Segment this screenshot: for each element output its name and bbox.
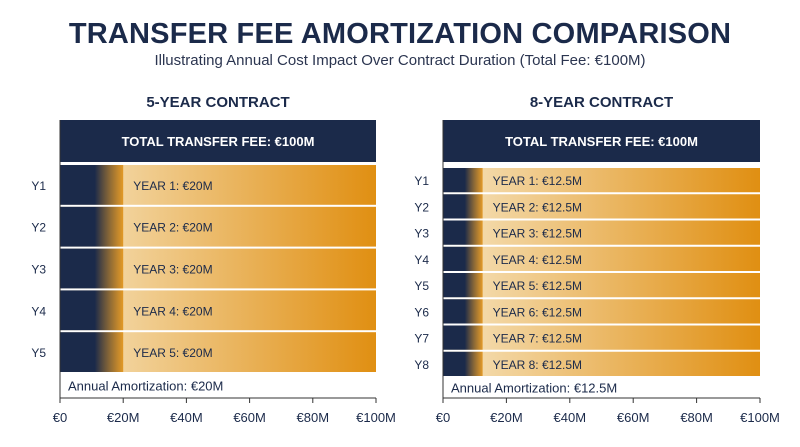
y-tick-label: Y7 [414,332,429,346]
x-tick-label: €80M [297,410,330,425]
y-tick-label: Y2 [414,200,429,214]
year-amortization-bar [443,273,483,298]
year-background-bar [443,194,760,219]
bar-data-label: YEAR 8: €12.5M [493,358,582,372]
year-background-bar [443,299,760,324]
year-background-bar [443,168,760,193]
x-tick-label: €0 [53,410,67,425]
chart-title: 8-YEAR CONTRACT [530,94,673,111]
bar-data-label: YEAR 5: €12.5M [493,279,582,293]
x-tick-label: €0 [436,410,450,425]
bar-data-label: YEAR 3: €12.5M [493,227,582,241]
bar-data-label: YEAR 1: €20M [133,179,212,193]
year-background-bar [443,325,760,350]
y-tick-label: Y3 [31,263,46,277]
total-fee-label: TOTAL TRANSFER FEE: €100M [505,134,698,149]
y-tick-label: Y1 [31,179,46,193]
total-fee-label: TOTAL TRANSFER FEE: €100M [122,134,315,149]
year-background-bar [443,351,760,376]
page-subtitle: Illustrating Annual Cost Impact Over Con… [154,52,646,69]
total-fee-bar [443,120,760,162]
year-background-bar [443,220,760,245]
bar-data-label: YEAR 4: €20M [133,304,212,318]
y-tick-label: Y1 [414,174,429,188]
bar-data-label: YEAR 2: €12.5M [493,200,582,214]
total-fee-bar [60,120,376,162]
year-amortization-bar [443,168,483,193]
x-tick-label: €40M [554,410,587,425]
y-tick-label: Y4 [31,304,46,318]
annual-amortization-label: Annual Amortization: €12.5M [451,381,617,396]
year-amortization-bar [60,206,124,247]
year-amortization-bar [60,248,124,289]
x-tick-label: €40M [170,410,203,425]
bar-data-label: YEAR 2: €20M [133,221,212,235]
bar-data-label: YEAR 5: €20M [133,346,212,360]
bar-data-label: YEAR 7: €12.5M [493,332,582,346]
year-amortization-bar [60,290,124,331]
y-tick-label: Y4 [414,253,429,267]
annual-amortization-label: Annual Amortization: €20M [68,379,223,394]
x-tick-label: €60M [233,410,266,425]
y-tick-label: Y5 [31,346,46,360]
bar-data-label: YEAR 4: €12.5M [493,253,582,267]
bar-data-label: YEAR 3: €20M [133,263,212,277]
y-tick-label: Y6 [414,305,429,319]
y-tick-label: Y5 [414,279,429,293]
y-tick-label: Y2 [31,221,46,235]
year-amortization-bar [443,299,483,324]
year-background-bar [443,246,760,271]
chart-title: 5-YEAR CONTRACT [146,94,289,111]
y-tick-label: Y8 [414,358,429,372]
y-tick-label: Y3 [414,227,429,241]
x-tick-label: €80M [680,410,713,425]
year-background-bar [443,273,760,298]
bar-data-label: YEAR 6: €12.5M [493,305,582,319]
x-tick-label: €100M [356,410,396,425]
year-amortization-bar [60,165,124,205]
year-amortization-bar [443,325,483,350]
year-amortization-bar [60,332,124,372]
x-tick-label: €20M [490,410,523,425]
page-title: TRANSFER FEE AMORTIZATION COMPARISON [68,18,732,50]
bar-data-label: YEAR 1: €12.5M [493,174,582,188]
year-amortization-bar [443,220,483,245]
x-tick-label: €100M [740,410,780,425]
year-amortization-bar [443,351,483,376]
x-tick-label: €20M [107,410,140,425]
year-amortization-bar [443,246,483,271]
year-amortization-bar [443,194,483,219]
x-tick-label: €60M [617,410,650,425]
